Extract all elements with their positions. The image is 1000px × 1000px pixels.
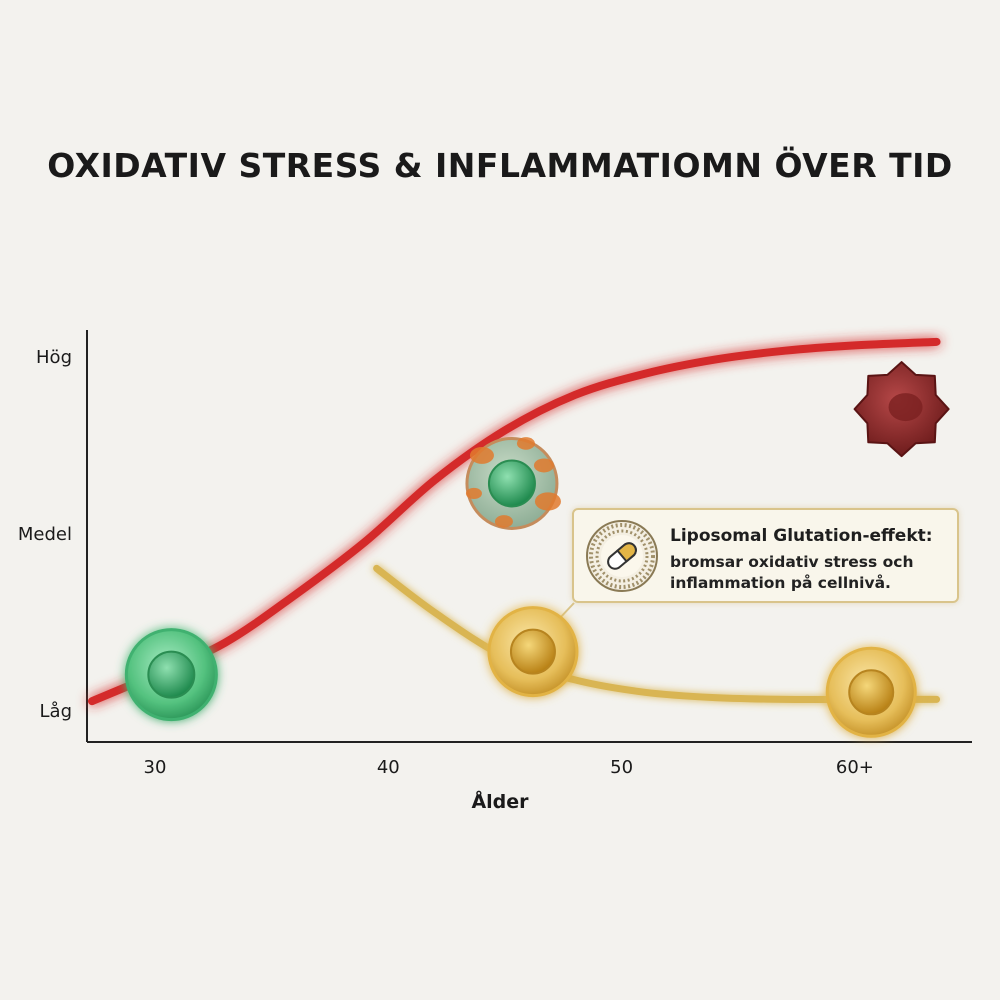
chart-title: OXIDATIV STRESS & INFLAMMATIOMN ÖVER TID [47, 146, 953, 185]
x-tick-label: 40 [377, 757, 400, 778]
callout-title: Liposomal Glutation-effekt: [670, 526, 933, 546]
protected-cell-marker [487, 606, 579, 698]
x-tick-label: 60+ [836, 757, 874, 778]
y-tick-label: Hög [36, 347, 72, 368]
liposomal-callout: Liposomal Glutation-effekt: bromsar oxid… [572, 508, 959, 603]
protected-cell-marker [825, 646, 917, 738]
damaged-cell-marker [853, 361, 950, 458]
stressed-cell-marker [465, 436, 561, 530]
series-line-red [88, 337, 941, 706]
x-tick-label: 30 [144, 757, 167, 778]
x-tick-label: 50 [610, 757, 633, 778]
y-tick-label: Medel [18, 524, 72, 545]
y-tick-label: Låg [40, 701, 72, 722]
callout-text: bromsar oxidativ stress och inflammation… [670, 553, 914, 592]
healthy-cell-marker [124, 628, 218, 722]
x-axis-label: Ålder [471, 789, 529, 813]
liposome-capsule-icon [586, 520, 658, 592]
